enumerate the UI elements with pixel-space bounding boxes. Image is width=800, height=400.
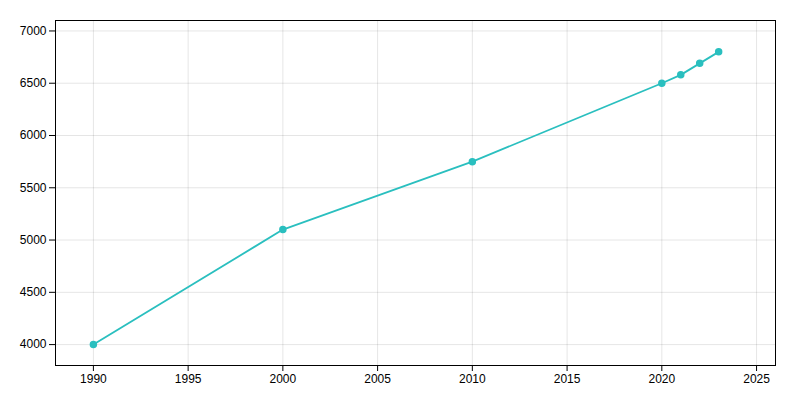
svg-text:6500: 6500: [20, 76, 47, 90]
svg-text:2025: 2025: [743, 372, 770, 386]
svg-text:1990: 1990: [80, 372, 107, 386]
svg-text:4000: 4000: [20, 337, 47, 351]
svg-text:2010: 2010: [459, 372, 486, 386]
svg-text:7000: 7000: [20, 24, 47, 38]
svg-text:6000: 6000: [20, 128, 47, 142]
svg-text:2005: 2005: [364, 372, 391, 386]
svg-text:2000: 2000: [270, 372, 297, 386]
svg-text:1995: 1995: [175, 372, 202, 386]
svg-text:2015: 2015: [554, 372, 581, 386]
svg-text:5000: 5000: [20, 233, 47, 247]
svg-text:4500: 4500: [20, 285, 47, 299]
svg-text:2020: 2020: [648, 372, 675, 386]
svg-text:5500: 5500: [20, 181, 47, 195]
